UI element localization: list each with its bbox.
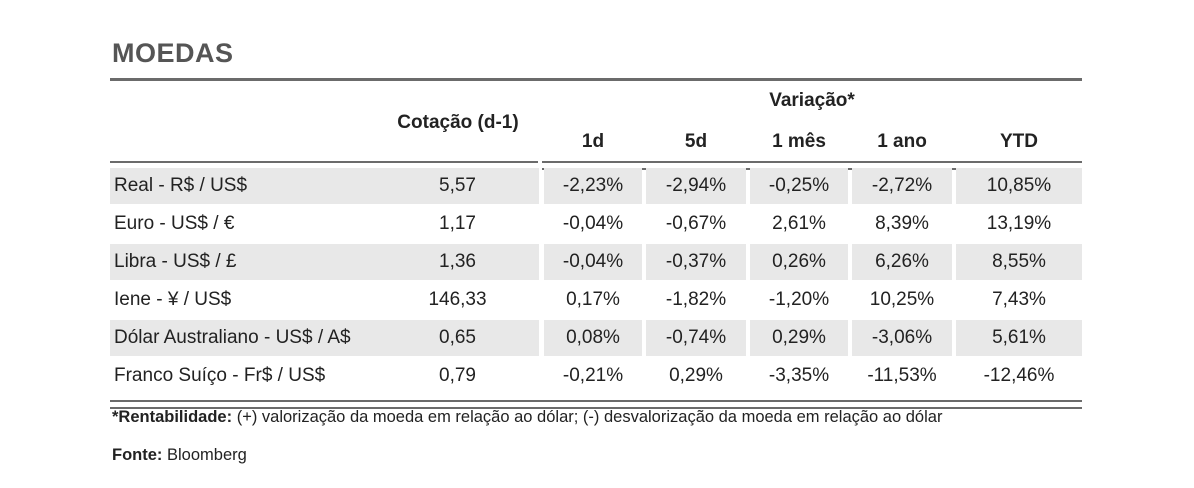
cell-d5: -0,67% [665,213,727,234]
cell-y1: -11,53% [867,365,937,386]
cell-m1: -1,20% [768,289,830,310]
cell-y1: 10,25% [869,289,935,310]
footnote-text: (+) valorização da moeda em relação ao d… [232,408,943,426]
cell-d5: -0,37% [646,244,746,280]
table-row: Real - R$ / US$ 5,57 -2,23% -2,94% -0,25% -2,… [110,168,1082,204]
footnote: *Rentabilidade: (+) valorização da moeda… [112,408,942,427]
cell-ytd: 8,55% [956,244,1082,280]
row-label: Iene - ¥ / US$ [114,289,232,310]
cell-y1: 8,39% [875,213,929,234]
cell-ytd: -12,46% [983,365,1055,386]
cell-d1: -0,04% [544,244,642,280]
cell-d1: 0,17% [566,289,620,310]
cell-d1: -0,04% [562,213,624,234]
cell-m1: 2,61% [772,213,826,234]
header-period-1mes: 1 mês [772,131,826,152]
header-period-1d: 1d [581,131,605,152]
cell-m1: 0,29% [750,320,848,356]
header-variacao: Variação* [769,90,855,111]
cell-ytd: 5,61% [956,320,1082,356]
page-title: MOEDAS [112,38,234,68]
row-label: Dólar Australiano - US$ / A$ [110,320,376,356]
table-row: Libra - US$ / £1,36 -0,04% -0,37% 0,26% 6,26… [110,244,1082,280]
cell-d5: -2,94% [646,168,746,204]
cell-cotacao: 1,36 [376,244,539,280]
cell-ytd: 7,43% [992,289,1046,310]
cell-y1: -3,06% [852,320,952,356]
table-row: Franco Suíço - Fr$ / US$ 0,79 -0,21% 0,29% -… [110,358,1082,394]
cell-ytd: 10,85% [956,168,1082,204]
table-row: Dólar Australiano - US$ / A$ 0,65 0,08% -0,… [110,320,1082,356]
cell-d1: -2,23% [544,168,642,204]
source-note: Fonte: Bloomberg [112,446,247,465]
source-value: Bloomberg [167,446,247,464]
cell-m1: -0,25% [750,168,848,204]
cell-m1: -3,35% [768,365,830,386]
cell-cotacao: 0,65 [376,320,539,356]
header-cotacao: Cotação (d-1) [397,112,519,133]
cell-y1: 6,26% [852,244,952,280]
row-label: Euro - US$ / € [114,213,235,234]
header-period-5d: 5d [684,131,708,152]
table-row: Euro - US$ / € 1,17 -0,04% -0,67% 2,61% 8,39%… [110,206,1082,242]
cell-d1: -0,21% [562,365,624,386]
footnote-label: *Rentabilidade: [112,408,233,426]
row-label: Real - R$ / US$ [110,168,376,204]
cell-d5: -1,82% [665,289,727,310]
source-label: Fonte: [112,446,163,464]
cell-d5: -0,74% [646,320,746,356]
table-row: Iene - ¥ / US$ 146,33 0,17% -1,82% -1,20% 10,… [110,282,1082,318]
cell-d1: 0,08% [544,320,642,356]
cell-cotacao: 1,17 [439,213,476,234]
title-rule [110,78,1082,81]
cell-m1: 0,26% [750,244,848,280]
cell-cotacao: 5,57 [376,168,539,204]
cell-cotacao: 0,79 [439,365,476,386]
cell-d5: 0,29% [669,365,723,386]
row-label: Franco Suíço - Fr$ / US$ [114,365,326,386]
header-period-1ano: 1 ano [877,131,927,152]
header-period-ytd: YTD [1000,131,1038,152]
table-bottom-rule [110,400,1082,409]
cell-cotacao: 146,33 [428,289,487,310]
cell-y1: -2,72% [852,168,952,204]
row-label: Libra - US$ / £ [110,244,376,280]
cell-ytd: 13,19% [986,213,1052,234]
